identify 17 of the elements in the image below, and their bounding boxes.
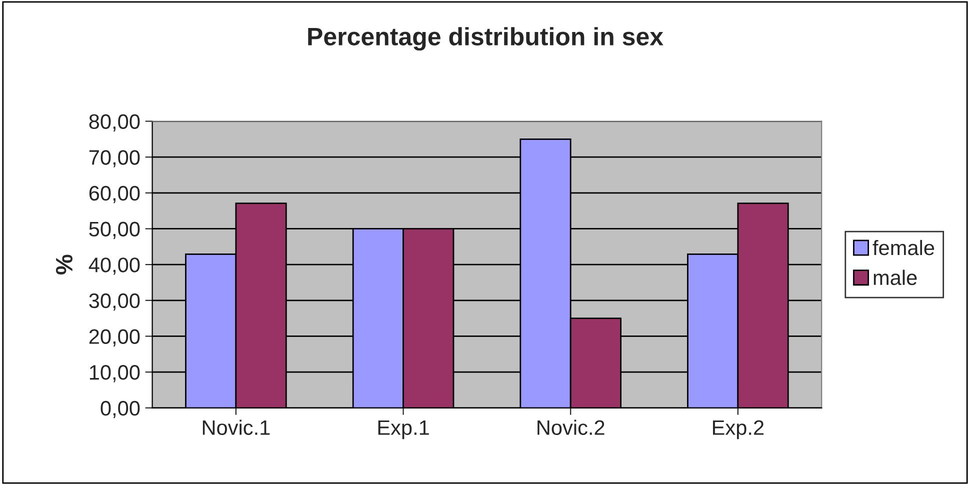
x-tick-label: Exp.2 <box>713 420 764 440</box>
y-axis-title: % <box>56 254 73 274</box>
legend-label: male <box>874 270 917 286</box>
y-tick-label: 30,00 <box>89 293 140 311</box>
x-tick-label: Exp.1 <box>378 420 429 440</box>
y-tick-label: 50,00 <box>89 222 140 239</box>
y-tick-label: 40,00 <box>88 258 140 275</box>
y-tick-label: 0,00 <box>100 400 140 418</box>
chart-title: Percentage distribution in sex <box>308 27 664 51</box>
x-tick-label: Novic.1 <box>202 420 270 435</box>
y-tick-label: 70,00 <box>89 150 140 168</box>
x-tick-label: Novic.2 <box>538 420 604 435</box>
y-tick-label: 10,00 <box>90 365 140 382</box>
y-tick-label: 60,00 <box>89 186 140 204</box>
legend-label: female <box>872 240 934 256</box>
y-tick-label: 20,00 <box>89 329 140 346</box>
y-tick-label: 80,00 <box>89 114 140 132</box>
